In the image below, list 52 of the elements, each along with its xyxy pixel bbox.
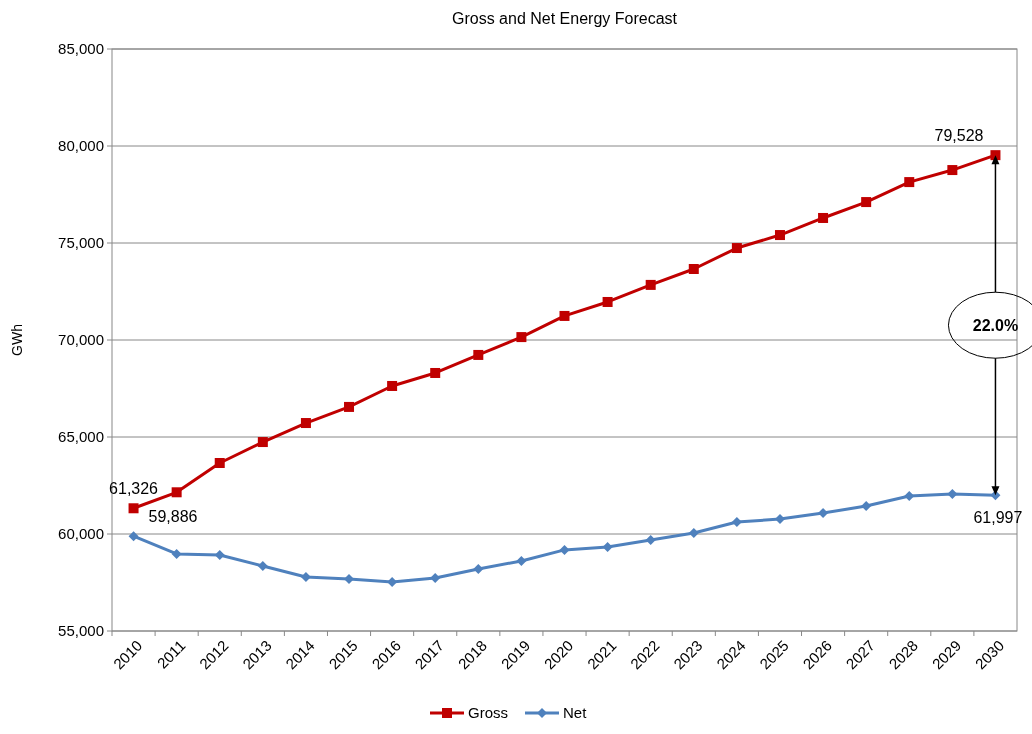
point [128,503,139,514]
data-label: 59,886 [148,508,198,526]
point [947,165,958,176]
point [861,501,872,512]
point [171,487,182,498]
point [990,150,1001,161]
point [731,516,742,527]
point [774,230,785,241]
y-tick-label: 85,000 [58,40,104,58]
point [559,310,570,321]
point [257,561,268,572]
point [818,212,829,223]
y-axis-title: GWh [9,324,25,356]
point [602,296,613,307]
point [688,264,699,274]
point [387,380,398,391]
data-label: 61,326 [109,480,159,498]
point [818,508,829,519]
point [645,535,656,546]
point [602,542,613,552]
point [731,243,742,254]
y-tick-label: 80,000 [58,137,104,155]
point [430,367,441,378]
point [861,197,872,208]
data-label: 79,528 [934,127,984,145]
point [904,177,915,188]
point [516,332,527,343]
point [947,489,958,500]
legend-label: Net [563,704,588,721]
point [300,418,311,429]
y-tick-label: 70,000 [58,331,104,349]
y-tick-label: 75,000 [58,234,104,252]
legend-label: Gross [468,704,509,721]
chart-title: Gross and Net Energy Forecast [452,10,678,27]
point [688,528,699,539]
point [214,458,225,468]
y-tick-label: 60,000 [58,525,104,543]
point [516,555,527,566]
point [430,573,441,584]
point [473,563,484,574]
point [300,572,311,583]
point [559,544,570,555]
y-tick-label: 65,000 [58,428,104,446]
point [171,548,182,559]
y-tick-label: 55,000 [58,622,104,640]
annotation: 22.0% [972,316,1019,334]
point [128,531,139,542]
point [344,401,355,412]
point [257,437,268,448]
point [645,279,656,290]
data-label: 61,997 [973,509,1023,527]
point [473,349,484,360]
